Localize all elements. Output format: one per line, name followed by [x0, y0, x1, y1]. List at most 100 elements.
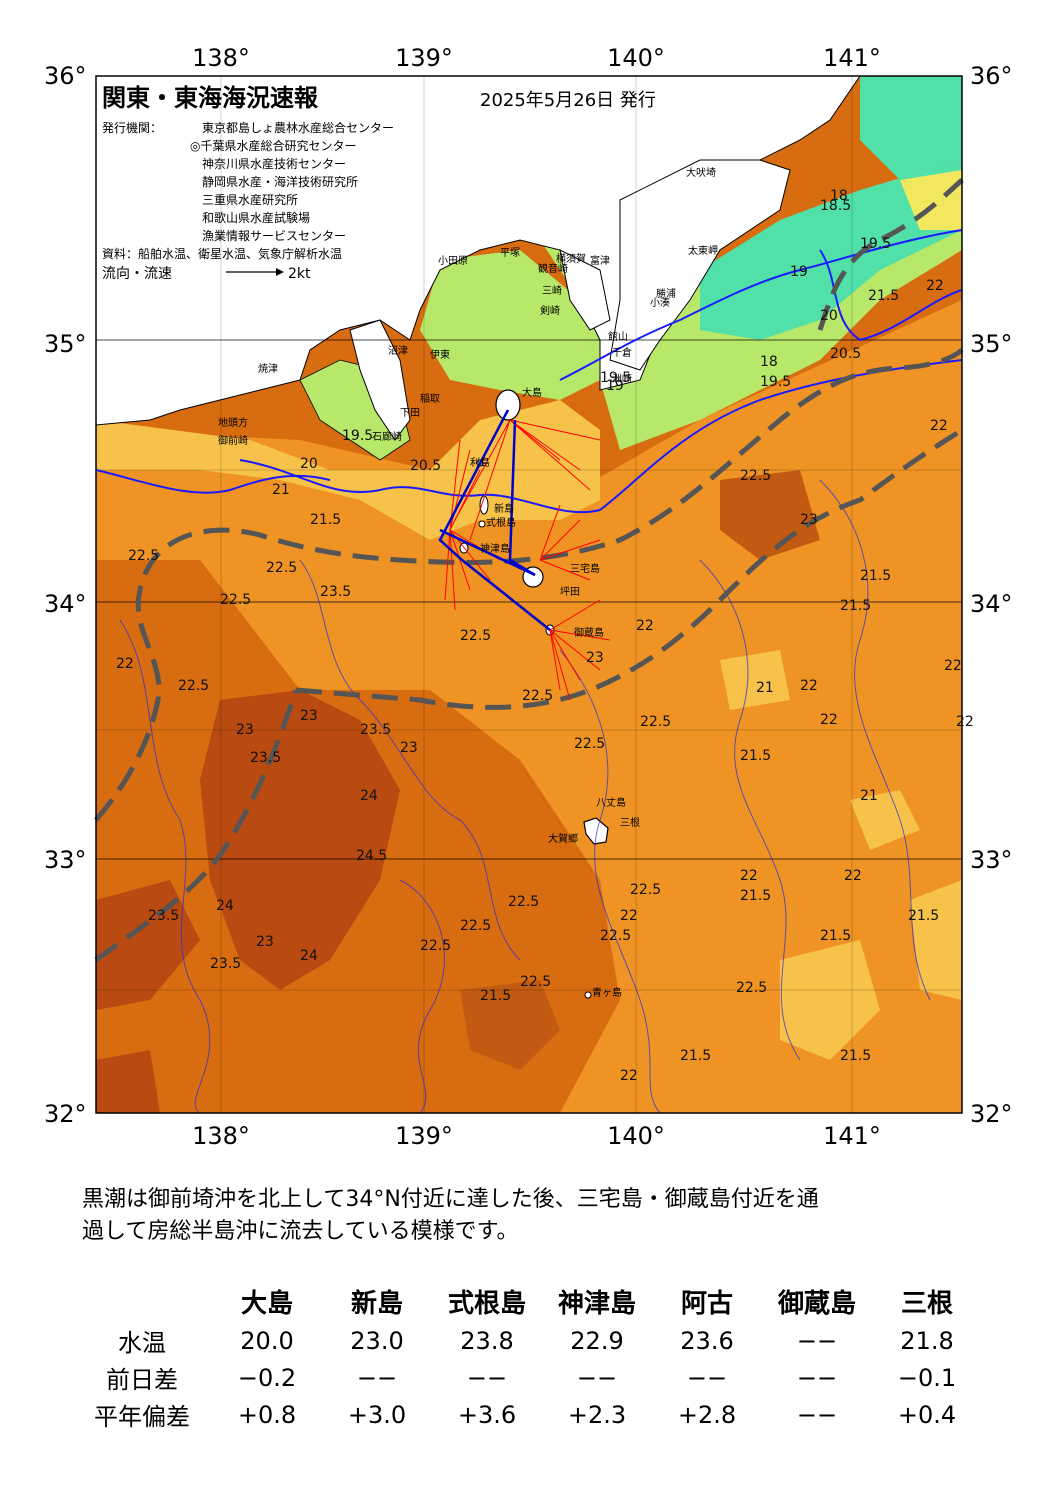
isotherm-label: 22.5	[508, 894, 539, 910]
oshima-island	[495, 389, 521, 421]
observation-table: 大島 新島 式根島 神津島 阿古 御蔵島 三根 水温 20.0 23.0 23.…	[72, 1280, 982, 1433]
isotherm-label: 21.5	[310, 512, 341, 528]
lat-label-right: 35°	[970, 330, 1013, 358]
lon-label-top: 141°	[823, 44, 881, 72]
isotherm-19	[559, 229, 963, 381]
lat-label-right: 32°	[970, 1100, 1013, 1128]
place-label: 勝浦	[656, 287, 676, 300]
isotherm-label: 22	[956, 714, 974, 730]
table-row-day-diff: 前日差 −0.2 −− −− −− −− −− −0.1	[72, 1359, 982, 1396]
isotherm-label: 19.5	[760, 374, 791, 390]
isotherm-label: 21	[756, 680, 774, 696]
place-label: 神津島	[480, 542, 510, 555]
current-legend-arrow	[226, 268, 284, 276]
table-cell: 23.8	[460, 1326, 514, 1355]
table-header-row: 大島 新島 式根島 神津島 阿古 御蔵島 三根	[72, 1280, 982, 1322]
issuer-name: 神奈川県水産技術センター	[202, 156, 346, 171]
description: 黒潮は御前埼沖を北上して34°N付近に達した後、三宅島・御蔵島付近を通 過して房…	[82, 1184, 992, 1248]
station-header: 新島	[350, 1288, 403, 1319]
isotherm-label: 22.5	[630, 882, 661, 898]
isotherm-label: 22.5	[740, 468, 771, 484]
kuroshio-axis	[94, 178, 964, 963]
place-label: 三根	[620, 816, 640, 829]
lat-label-left: 36°	[44, 62, 87, 90]
lon-label-top: 139°	[395, 44, 453, 72]
lat-lon-grid	[96, 339, 962, 860]
issuer-name: 三重県水産研究所	[202, 192, 298, 207]
description-line-1: 黒潮は御前埼沖を北上して34°N付近に達した後、三宅島・御蔵島付近を通	[82, 1187, 819, 1212]
place-label: 千倉	[612, 346, 632, 359]
table-cell: 20.0	[240, 1326, 294, 1355]
place-label: 利島	[470, 456, 490, 469]
map-svg: 関東・東海海況速報 2025年5月26日 発行 発行機関： 東京都島しょ農林水産…	[44, 44, 1013, 1150]
lon-label-top: 138°	[192, 44, 250, 72]
station-header: 阿古	[680, 1288, 733, 1319]
place-label: 伊東	[430, 348, 450, 361]
lon-label-bottom: 138°	[192, 1122, 250, 1150]
isotherm-label: 22	[740, 868, 758, 884]
map-frame	[95, 75, 963, 1114]
isotherm-label: 18	[830, 188, 848, 204]
place-label: 大島	[522, 386, 542, 399]
station-header: 三根	[900, 1288, 953, 1319]
issuer-name: ◎千葉県水産総合研究センター	[190, 138, 356, 153]
warm-core-south	[200, 690, 400, 990]
isotherm-label: 22	[926, 278, 944, 294]
isotherm-label: 21.5	[908, 908, 939, 924]
isotherm-labels: 18.5181919.5201819.51919.520.521.52219.5…	[116, 188, 974, 1084]
lat-label-right: 34°	[970, 590, 1013, 618]
isotherm-label: 20.5	[410, 458, 441, 474]
isotherm-label: 21.5	[868, 288, 899, 304]
shikinejima-island	[478, 520, 486, 528]
place-label: 新島	[494, 502, 514, 515]
place-label: 下田	[400, 408, 420, 419]
issuer-name: 和歌山県水産試験場	[202, 210, 310, 225]
table-cell: +3.6	[457, 1400, 517, 1429]
isotherm-label: 19.5	[860, 236, 891, 252]
kuroshio-south-edge	[295, 427, 964, 710]
isotherm-label: 22.5	[574, 736, 605, 752]
table-cell: +0.8	[237, 1400, 297, 1429]
table-cell: −−	[796, 1326, 838, 1355]
isotherm-label: 22	[844, 868, 862, 884]
isotherm-label: 22	[116, 656, 134, 672]
kashima-cold-water	[860, 76, 962, 180]
place-label: 八丈島	[596, 796, 626, 809]
place-label: 三崎	[542, 284, 562, 297]
isotherm-label: 23	[300, 708, 318, 724]
isotherm-label: 22.5	[420, 938, 451, 954]
place-label: 焼津	[258, 363, 278, 375]
lat-label-left: 32°	[44, 1100, 87, 1128]
sea-temperature-map: 関東・東海海況速報 2025年5月26日 発行 発行機関： 東京都島しょ農林水産…	[44, 44, 1013, 1150]
table-cell: +2.3	[567, 1400, 627, 1429]
lat-label-right: 36°	[970, 62, 1013, 90]
table-corner	[72, 1280, 212, 1322]
current-legend-label: 流向・流速	[102, 266, 172, 282]
warm-core-aogashima	[460, 980, 560, 1070]
isotherm-label: 19.5	[342, 428, 373, 444]
table-row-normal-diff: 平年偏差 +0.8 +3.0 +3.6 +2.3 +2.8 −− +0.4	[72, 1396, 982, 1433]
isotherm-label: 22.5	[640, 714, 671, 730]
isotherm-20	[239, 359, 963, 514]
table-cell: −0.2	[237, 1363, 297, 1392]
isotherm-label: 23	[800, 512, 818, 528]
isotherm-label: 18.5	[820, 198, 851, 214]
lon-labels-bottom: 138° 139° 140° 141°	[192, 1122, 881, 1150]
isotherm-19-5	[819, 249, 963, 342]
isotherm-label: 21.5	[740, 748, 771, 764]
isotherm-label: 21	[860, 788, 878, 804]
isotherm-label: 22.5	[522, 688, 553, 704]
place-label: 富津	[590, 254, 610, 267]
isotherm-label: 23.5	[148, 908, 179, 924]
track-kozu-miyake	[439, 528, 536, 577]
isotherm-label: 22	[636, 618, 654, 634]
isotherm-label: 22	[800, 678, 818, 694]
place-label: 地頭方	[218, 416, 248, 429]
cool-patch-4	[910, 880, 962, 1000]
isotherm-label: 22.5	[736, 980, 767, 996]
isotherm-contours	[95, 229, 963, 514]
isotherm-label: 23	[256, 934, 274, 950]
land-boso-peninsula	[609, 159, 791, 371]
place-label: 観音崎	[538, 262, 568, 275]
isotherm-label: 21.5	[820, 928, 851, 944]
